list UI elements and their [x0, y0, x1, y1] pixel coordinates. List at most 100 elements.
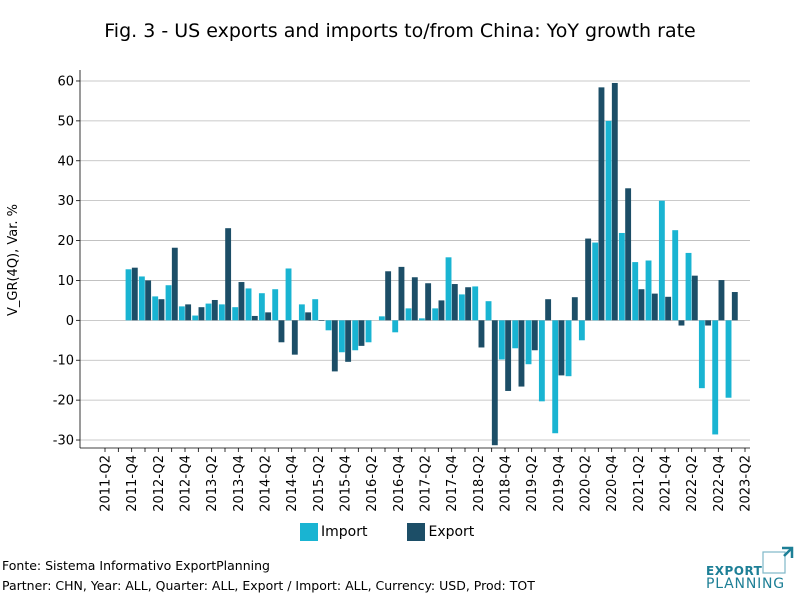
- bar-export-2016-Q3: [385, 271, 392, 321]
- bar-export-2023-Q1: [731, 292, 738, 321]
- x-tick-label: 2014-Q2: [259, 455, 274, 512]
- bar-import-2022-Q2: [685, 252, 692, 321]
- bar-export-2018-Q3: [491, 320, 498, 446]
- bar-export-2022-Q4: [718, 280, 725, 321]
- x-tick-label: 2014-Q4: [285, 455, 300, 512]
- bar-export-2017-Q3: [438, 300, 445, 321]
- bar-export-2021-Q2: [638, 289, 645, 321]
- x-tick-label: 2023-Q2: [739, 455, 754, 512]
- y-tick-label: 50: [57, 114, 74, 129]
- bar-import-2020-Q4: [605, 120, 612, 321]
- x-tick-label: 2019-Q4: [552, 455, 567, 512]
- bar-import-2015-Q4: [338, 320, 345, 353]
- y-tick-label: 20: [57, 234, 74, 249]
- bar-import-2021-Q1: [618, 232, 625, 321]
- x-tick-label: 2016-Q4: [392, 455, 407, 512]
- bar-import-2012-Q4: [178, 306, 185, 321]
- bar-export-2013-Q3: [225, 228, 232, 321]
- bar-export-2014-Q3: [278, 320, 285, 343]
- bar-export-2022-Q1: [678, 320, 685, 326]
- x-tick-label: 2013-Q4: [232, 455, 247, 512]
- bar-import-2016-Q3: [378, 316, 385, 321]
- x-tick-label: 2021-Q4: [659, 455, 674, 512]
- y-tick-label: 30: [57, 194, 74, 209]
- x-tick-label: 2019-Q2: [525, 455, 540, 512]
- bar-import-2014-Q2: [258, 293, 265, 321]
- x-tick-label: 2013-Q2: [205, 455, 220, 512]
- bar-export-2017-Q2: [425, 283, 432, 321]
- legend-swatch-export: [407, 523, 426, 541]
- x-tick-label: 2021-Q2: [632, 455, 647, 512]
- bar-import-2022-Q3: [698, 320, 705, 389]
- bar-import-2019-Q1: [512, 320, 519, 349]
- bar-import-2015-Q2: [312, 299, 319, 321]
- bar-export-2017-Q4: [451, 284, 458, 321]
- x-tick-label: 2015-Q2: [312, 455, 327, 512]
- bar-import-2011-Q4: [125, 269, 132, 321]
- bar-export-2022-Q2: [691, 275, 698, 321]
- bar-export-2016-Q1: [358, 320, 365, 346]
- x-tick-label: 2016-Q2: [365, 455, 380, 512]
- x-tick-label: 2018-Q4: [499, 455, 514, 512]
- bar-import-2014-Q3: [272, 289, 279, 321]
- legend-item-export: Export: [407, 523, 474, 541]
- bar-export-2012-Q2: [158, 299, 165, 321]
- bar-import-2020-Q2: [578, 320, 585, 341]
- bar-import-2012-Q3: [165, 285, 172, 321]
- bar-import-2019-Q4: [552, 320, 559, 434]
- bar-import-2022-Q1: [672, 230, 679, 321]
- bar-export-2018-Q4: [505, 320, 512, 391]
- legend-item-import: Import: [300, 523, 367, 541]
- bar-export-2014-Q1: [251, 315, 258, 321]
- bar-export-2012-Q3: [171, 247, 178, 321]
- bar-import-2013-Q3: [218, 304, 225, 321]
- bar-import-2014-Q1: [245, 288, 252, 321]
- bar-export-2018-Q1: [465, 287, 472, 321]
- legend-swatch-import: [300, 523, 318, 541]
- chart-title: Fig. 3 - US exports and imports to/from …: [104, 20, 696, 42]
- bar-export-2015-Q1: [305, 312, 312, 321]
- x-tick-label: 2017-Q4: [445, 455, 460, 512]
- bar-import-2015-Q3: [325, 320, 332, 331]
- bar-export-2019-Q4: [558, 320, 565, 376]
- y-tick-label: 60: [57, 74, 74, 89]
- bar-export-2012-Q1: [145, 280, 152, 321]
- y-tick-label: -10: [53, 354, 74, 369]
- legend: Import Export: [300, 523, 474, 541]
- x-tick-label: 2022-Q2: [685, 455, 700, 512]
- bar-export-2015-Q3: [331, 320, 338, 372]
- bar-import-2015-Q1: [298, 304, 305, 321]
- bar-import-2014-Q4: [285, 268, 292, 321]
- bar-import-2018-Q1: [458, 294, 465, 321]
- x-tick-label: 2012-Q4: [179, 455, 194, 512]
- bar-import-2012-Q1: [138, 276, 145, 321]
- logo-mark-icon: [762, 546, 794, 574]
- bar-export-2017-Q1: [411, 277, 418, 321]
- export-planning-logo: EXPORT PLANNING: [706, 546, 796, 594]
- bar-import-2021-Q4: [658, 200, 665, 321]
- bar-export-2014-Q2: [265, 312, 272, 321]
- bar-import-2017-Q4: [445, 257, 452, 321]
- bar-import-2022-Q4: [712, 320, 719, 435]
- bar-export-2015-Q4: [345, 320, 352, 362]
- bar-export-2015-Q2: [318, 320, 325, 321]
- y-axis-title: V_GR(4Q), Var. %: [6, 204, 21, 316]
- bars: [125, 82, 738, 446]
- bar-export-2020-Q1: [571, 297, 578, 321]
- y-tick-label: 0: [66, 314, 74, 329]
- bar-import-2013-Q4: [232, 307, 239, 321]
- bar-export-2014-Q4: [291, 320, 298, 355]
- y-tick-label: -20: [53, 394, 74, 409]
- bar-export-2020-Q2: [585, 238, 592, 321]
- bar-import-2013-Q1: [192, 315, 199, 321]
- x-tick-label: 2020-Q4: [605, 455, 620, 512]
- bar-export-2013-Q2: [211, 299, 218, 321]
- filters-note: Partner: CHN, Year: ALL, Quarter: ALL, E…: [2, 578, 535, 593]
- bar-export-2020-Q4: [611, 82, 618, 321]
- bar-import-2020-Q1: [565, 320, 572, 377]
- y-tick-label: 10: [57, 274, 74, 289]
- logo-text-planning: PLANNING: [706, 576, 785, 592]
- bar-export-2020-Q3: [598, 87, 605, 321]
- bar-export-2016-Q4: [398, 266, 405, 321]
- bar-export-2019-Q1: [518, 320, 525, 387]
